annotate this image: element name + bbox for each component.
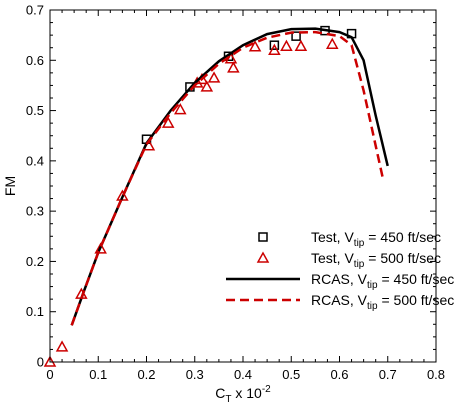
legend-label-subscript: tip — [367, 280, 378, 291]
legend-label-subscript: tip — [367, 301, 378, 312]
plot-marks — [43, 25, 389, 367]
x-axis-label: CT x 10-2 — [215, 384, 271, 405]
y-tick-label: 0 — [37, 355, 44, 370]
legend-entry: RCAS, Vtip = 500 ft/sec — [226, 292, 454, 312]
x-axis-label-superscript: -2 — [262, 384, 271, 395]
x-tick-label: 0.1 — [89, 367, 107, 382]
legend-label: RCAS, Vtip = 500 ft/sec — [311, 292, 454, 312]
x-tick-label: 0.5 — [282, 367, 300, 382]
x-tick-label: 0.8 — [427, 367, 445, 382]
legend-label-main: RCAS, V — [311, 292, 368, 308]
legend-label-value: = 450 ft/sec — [378, 271, 455, 287]
triangle-point — [268, 43, 281, 55]
triangle-point — [325, 37, 339, 49]
x-axis-label-rest: x 10 — [231, 385, 262, 401]
series-line — [70, 30, 385, 326]
x-tick-label: 0.6 — [330, 367, 348, 382]
x-tick-label: 0 — [46, 367, 53, 382]
x-tick-label: 0.7 — [379, 367, 397, 382]
square-point — [291, 31, 301, 41]
legend-label: RCAS, Vtip = 450 ft/sec — [311, 271, 454, 291]
legend-label-value: = 450 ft/sec — [364, 229, 441, 245]
triangle-point — [161, 116, 175, 128]
y-tick-label: 0.4 — [26, 153, 44, 168]
legend-label-main: RCAS, V — [311, 271, 368, 287]
legend-marker-swatch — [256, 251, 270, 263]
legend-entry: Test, Vtip = 450 ft/sec — [258, 229, 441, 249]
triangle-point — [248, 40, 262, 52]
triangle-point — [200, 80, 214, 92]
series-4 — [70, 30, 385, 326]
triangle-point — [207, 71, 221, 83]
legend-label-main: Test, V — [311, 229, 354, 245]
triangle-point — [55, 340, 69, 352]
triangle-point — [94, 242, 107, 254]
legend-marker-swatch — [258, 232, 268, 242]
y-tick-label: 0.7 — [26, 3, 44, 18]
y-tick-label: 0.6 — [26, 53, 44, 68]
y-tick-label: 0.5 — [26, 103, 44, 118]
x-tick-label: 0.3 — [186, 367, 204, 382]
legend-entry: Test, Vtip = 500 ft/sec — [256, 250, 441, 270]
square-point — [269, 40, 280, 50]
triangle-point — [280, 39, 293, 51]
triangle-point — [294, 39, 308, 51]
legend-label-subscript: tip — [354, 238, 365, 249]
y-tick-label: 0.1 — [26, 304, 44, 319]
legend-label: Test, Vtip = 500 ft/sec — [311, 250, 441, 270]
plot-frame — [49, 9, 437, 363]
y-tick-label: 0.2 — [26, 254, 44, 269]
legend-label-main: Test, V — [311, 250, 354, 266]
legend-label-value: = 500 ft/sec — [364, 250, 441, 266]
triangle-point — [174, 103, 187, 115]
legend-label-subscript: tip — [354, 259, 365, 270]
y-axis-label: FM — [2, 176, 18, 196]
legend-label: Test, Vtip = 450 ft/sec — [311, 229, 441, 249]
y-tick-label: 0.3 — [26, 204, 44, 219]
axis-ticks: 0 0.1 0.2 0.3 0.4 0.5 0.6 0.7 0.8 0 0.1 0.2 0.3 0.4 0.… — [26, 3, 445, 383]
triangle-point — [227, 61, 240, 73]
legend-entry: RCAS, Vtip = 450 ft/sec — [226, 271, 454, 291]
legend-label-value: = 500 ft/sec — [378, 292, 455, 308]
x-axis-label-subscript: T — [225, 394, 231, 405]
x-tick-label: 0.2 — [137, 367, 155, 382]
x-axis-label-main: C — [215, 385, 225, 401]
x-tick-label: 0.4 — [234, 367, 252, 382]
